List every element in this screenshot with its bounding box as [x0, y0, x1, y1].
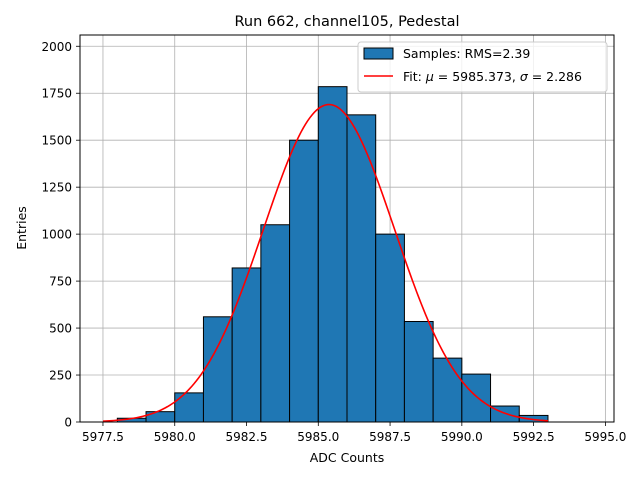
y-tick-label: 500	[49, 322, 72, 336]
x-tick-label: 5990.0	[441, 430, 483, 444]
y-tick-label: 750	[49, 275, 72, 289]
histogram-bar	[346, 114, 377, 423]
legend-fit-sigma-symbol: σ	[520, 69, 529, 84]
histogram-bar	[461, 373, 492, 423]
histogram-bar	[145, 411, 176, 423]
histogram-bar	[260, 224, 291, 423]
fit-curve-layer	[102, 103, 549, 422]
y-tick-label: 2000	[41, 40, 72, 54]
legend-box	[357, 41, 608, 93]
legend-swatch-samples	[363, 47, 394, 60]
histogram-bar	[375, 233, 405, 423]
y-axis-label: Entries	[14, 206, 29, 250]
x-axis-label: ADC Counts	[310, 450, 385, 465]
legend: Samples: RMS=2.39 Fit: μ = 5985.373, σ =…	[357, 41, 608, 93]
x-tick-label: 5987.5	[369, 430, 411, 444]
y-tick-label: 1000	[41, 228, 72, 242]
histogram-bar	[174, 392, 204, 423]
x-tick-label: 5995.0	[584, 430, 626, 444]
legend-fit-prefix: Fit:	[403, 69, 426, 84]
legend-fit-sigma-value: = 2.286	[528, 69, 582, 84]
plot-area-frame	[79, 34, 615, 423]
x-tick-label: 5977.5	[82, 430, 124, 444]
histogram-bars	[116, 86, 549, 423]
x-tick-label: 5992.5	[513, 430, 555, 444]
fit-curve	[102, 103, 549, 422]
y-tick-label: 1500	[41, 134, 72, 148]
legend-label-fit: Fit: μ = 5985.373, σ = 2.286	[403, 69, 582, 84]
y-tick-label: 250	[49, 369, 72, 383]
x-axis-ticks: 5977.5 5980.0 5982.5 5985.0 5987.5 5990.0 5992…	[82, 422, 626, 444]
x-tick-label: 5982.5	[226, 430, 268, 444]
y-tick-label: 1250	[41, 181, 72, 195]
x-tick-label: 5985.0	[297, 430, 339, 444]
histogram-bar	[317, 86, 348, 423]
y-tick-label: 0	[64, 416, 72, 430]
histogram-bar	[403, 320, 434, 423]
x-tick-label: 5980.0	[154, 430, 196, 444]
histogram-bar	[432, 357, 463, 423]
histogram-bar	[231, 267, 262, 423]
legend-fit-mu-value: = 5985.373,	[434, 69, 520, 84]
chart-title: Run 662, channel105, Pedestal	[234, 14, 459, 30]
legend-label-samples: Samples: RMS=2.39	[403, 46, 530, 61]
y-axis-ticks: 0 250 500 750 1000 1250 1500 1750 2000	[41, 40, 80, 430]
histogram-bar	[202, 316, 233, 423]
legend-fit-mu-symbol: μ	[425, 69, 434, 84]
histogram-bar	[289, 139, 319, 423]
y-tick-label: 1750	[41, 87, 72, 101]
